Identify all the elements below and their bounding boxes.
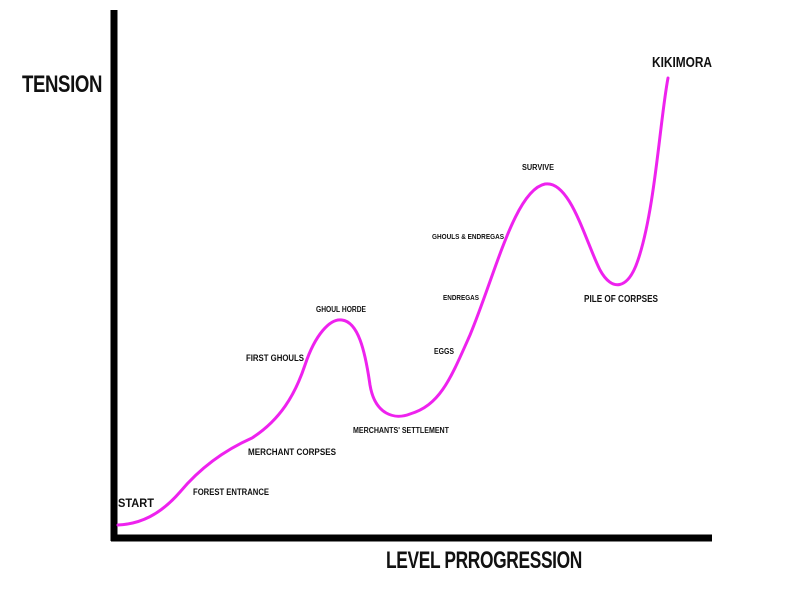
event-label: ENDREGAS — [443, 295, 479, 302]
event-labels: START FOREST ENTRANCE MERCHANT CORPSES FIRS… — [118, 54, 712, 510]
event-label: FIRST GHOULS — [246, 353, 304, 363]
event-label: GHOULS & ENDREGAS — [432, 234, 504, 241]
event-label: MERCHANT CORPSES — [248, 447, 336, 457]
event-label: FOREST ENTRANCE — [193, 487, 269, 497]
x-axis-title: LEVEL PRROGRESSION — [386, 547, 582, 574]
event-label: SURVIVE — [522, 163, 555, 172]
event-label: GHOUL HORDE — [316, 305, 367, 314]
event-label: MERCHANTS' SETTLEMENT — [353, 426, 449, 435]
event-label: EGGS — [434, 347, 455, 356]
event-label: PILE OF CORPSES — [584, 294, 658, 305]
event-label: KIKIMORA — [652, 54, 712, 71]
y-axis-title: TENSION — [22, 71, 102, 98]
event-label: START — [118, 496, 155, 510]
tension-curve — [116, 76, 670, 527]
